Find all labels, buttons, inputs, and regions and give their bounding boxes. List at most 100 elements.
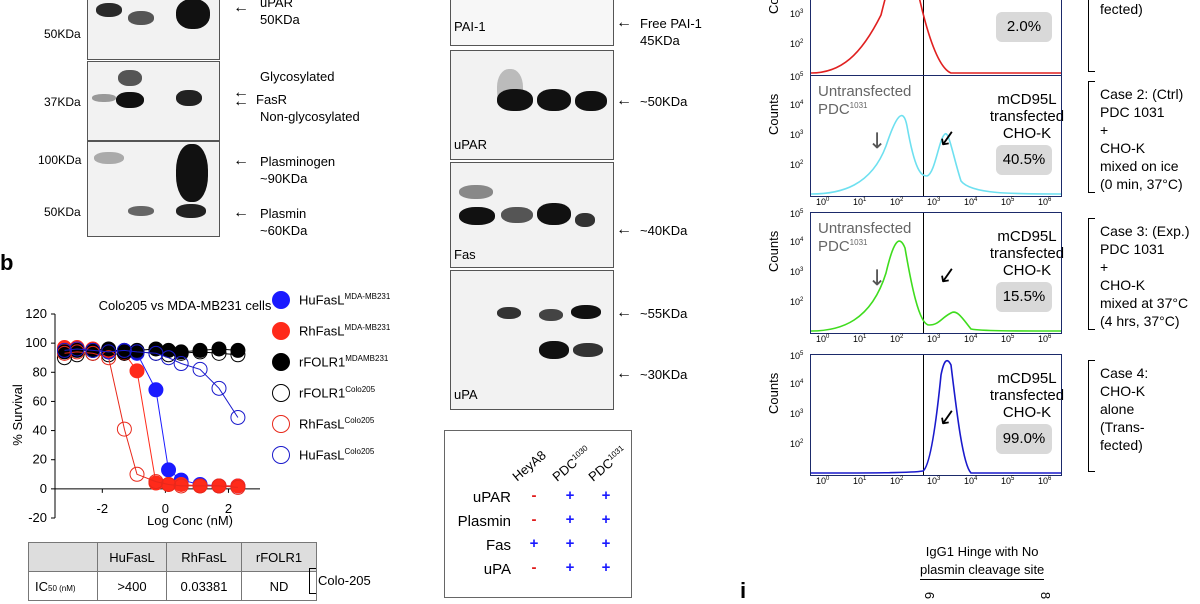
data-point xyxy=(192,478,208,494)
y-tick-label: 103 xyxy=(790,409,804,419)
presence-mark: + xyxy=(601,559,611,576)
histogram-curve xyxy=(811,114,1061,195)
presence-mark: - xyxy=(531,511,537,528)
population-label: Untransfected xyxy=(818,220,912,237)
row-label: Fas xyxy=(485,537,511,554)
data-point xyxy=(211,345,227,361)
western-blot-plasminogen xyxy=(87,141,220,237)
x-tick-label: 102 xyxy=(890,476,904,486)
legend-label: HuFasLMDA-MB231 xyxy=(299,291,391,308)
western-blot-upar-mid: uPAR xyxy=(450,50,614,160)
gate-line xyxy=(923,76,924,196)
legend-label: RhFasLColo205 xyxy=(299,415,375,432)
presence-mark: + xyxy=(565,511,575,528)
data-point xyxy=(116,421,132,437)
upa-size-annotation: ~55KDa xyxy=(640,306,688,321)
bracket xyxy=(1088,360,1095,472)
table-header-row: HuFasL RhFasL rFOLR1 xyxy=(28,542,317,572)
legend-marker xyxy=(272,290,290,309)
y-tick-label: 105 xyxy=(790,209,804,219)
arrow-left-icon: ← xyxy=(233,0,249,16)
table-header-cell: rFOLR1 xyxy=(241,542,317,572)
legend-item: rFOLR1MDAMB231 xyxy=(272,346,402,377)
y-tick-label: 100 xyxy=(25,335,47,350)
y-tick-label: 20 xyxy=(33,452,47,467)
legend-marker xyxy=(272,352,290,371)
population-label: mCD95L transfected CHO-K xyxy=(989,228,1065,279)
case-description: Case 4: CHO-K alone (Trans- fected) xyxy=(1100,365,1149,453)
series-line xyxy=(64,351,238,488)
legend-marker xyxy=(272,445,290,464)
presence-mark: + xyxy=(565,535,575,552)
x-tick-label: 105 xyxy=(1001,476,1015,486)
x-tick-label: 102 xyxy=(890,197,904,207)
chart-title: Colo205 vs MDA-MB231 cells xyxy=(99,298,272,313)
data-point xyxy=(56,350,72,366)
mw-label: 50KDa xyxy=(44,27,81,41)
arrow-left-icon: ← xyxy=(233,204,249,221)
y-tick-label: 102 xyxy=(790,39,804,49)
case-description: alone (Untrans- fected) xyxy=(1100,1,1143,17)
dose-response-chart: Colo205 vs MDA-MB231 cells Log Conc (nM)… xyxy=(10,298,272,528)
panel-letter: i xyxy=(740,578,747,603)
data-point xyxy=(69,344,85,360)
y-tick-label: 120 xyxy=(25,306,47,321)
bracket xyxy=(1088,0,1095,72)
blot-label: Fas xyxy=(454,247,476,262)
series-line xyxy=(64,347,238,487)
data-point xyxy=(230,342,246,358)
data-point xyxy=(161,350,177,366)
gate-line xyxy=(923,355,924,475)
legend-label: rFOLR1Colo205 xyxy=(299,384,376,401)
arrow-left-icon: ← xyxy=(616,365,632,382)
y-tick-label: 103 xyxy=(790,130,804,140)
data-point xyxy=(101,344,117,360)
plasminogen-annotation: Plasminogen ~90KDa xyxy=(260,154,336,186)
data-point xyxy=(230,347,246,363)
presence-mark: - xyxy=(531,559,537,576)
flow-histogram xyxy=(810,212,1062,334)
percentage-badge: 15.5% xyxy=(996,282,1052,312)
data-point xyxy=(161,462,177,478)
legend-marker xyxy=(272,414,290,433)
x-tick-label: 103 xyxy=(927,476,941,486)
legend-marker xyxy=(272,383,290,402)
western-blot-upar xyxy=(87,0,220,60)
x-tick-label: 105 xyxy=(1001,197,1015,207)
data-point xyxy=(211,380,227,396)
data-point xyxy=(230,479,246,495)
table-cell: ND xyxy=(241,571,317,601)
percentage-badge: 40.5% xyxy=(996,145,1052,175)
table-header-cell: HuFasL xyxy=(97,542,167,572)
x-tick-label: 104 xyxy=(964,476,978,486)
data-point xyxy=(116,342,132,358)
y-tick-label: 102 xyxy=(790,297,804,307)
data-point xyxy=(161,476,177,492)
presence-mark: + xyxy=(565,559,575,576)
glycosylated-annotation: Glycosylated xyxy=(260,69,335,84)
series-line xyxy=(64,348,239,418)
population-label: PDC1031 xyxy=(818,238,868,255)
y-tick-label: 40 xyxy=(33,423,47,438)
arrow-left-icon: ← xyxy=(616,221,632,238)
y-tick-label: 105 xyxy=(790,351,804,361)
data-point xyxy=(69,341,85,357)
x-tick-label: 104 xyxy=(964,334,978,344)
histogram-curve xyxy=(811,0,1061,74)
legend-marker xyxy=(272,321,290,340)
x-tick-label: 102 xyxy=(890,334,904,344)
percentage-badge: 2.0% xyxy=(996,12,1052,42)
x-tick-label: -2 xyxy=(97,501,109,516)
arrow-left-icon: ← xyxy=(616,304,632,321)
x-tick-label: 103 xyxy=(927,334,941,344)
case-description: Case 3: (Exp.) PDC 1031 + CHO-K mixed at… xyxy=(1100,223,1190,329)
series-line xyxy=(64,348,238,487)
x-tick-label: 101 xyxy=(853,476,867,486)
y-tick-label: 60 xyxy=(33,393,47,408)
data-point xyxy=(85,342,101,358)
population-label: Untransfected xyxy=(818,83,912,100)
x-tick-label: 104 xyxy=(964,197,978,207)
presence-mark: + xyxy=(601,511,611,528)
panel-letter: b xyxy=(0,250,14,275)
data-point xyxy=(101,350,117,366)
